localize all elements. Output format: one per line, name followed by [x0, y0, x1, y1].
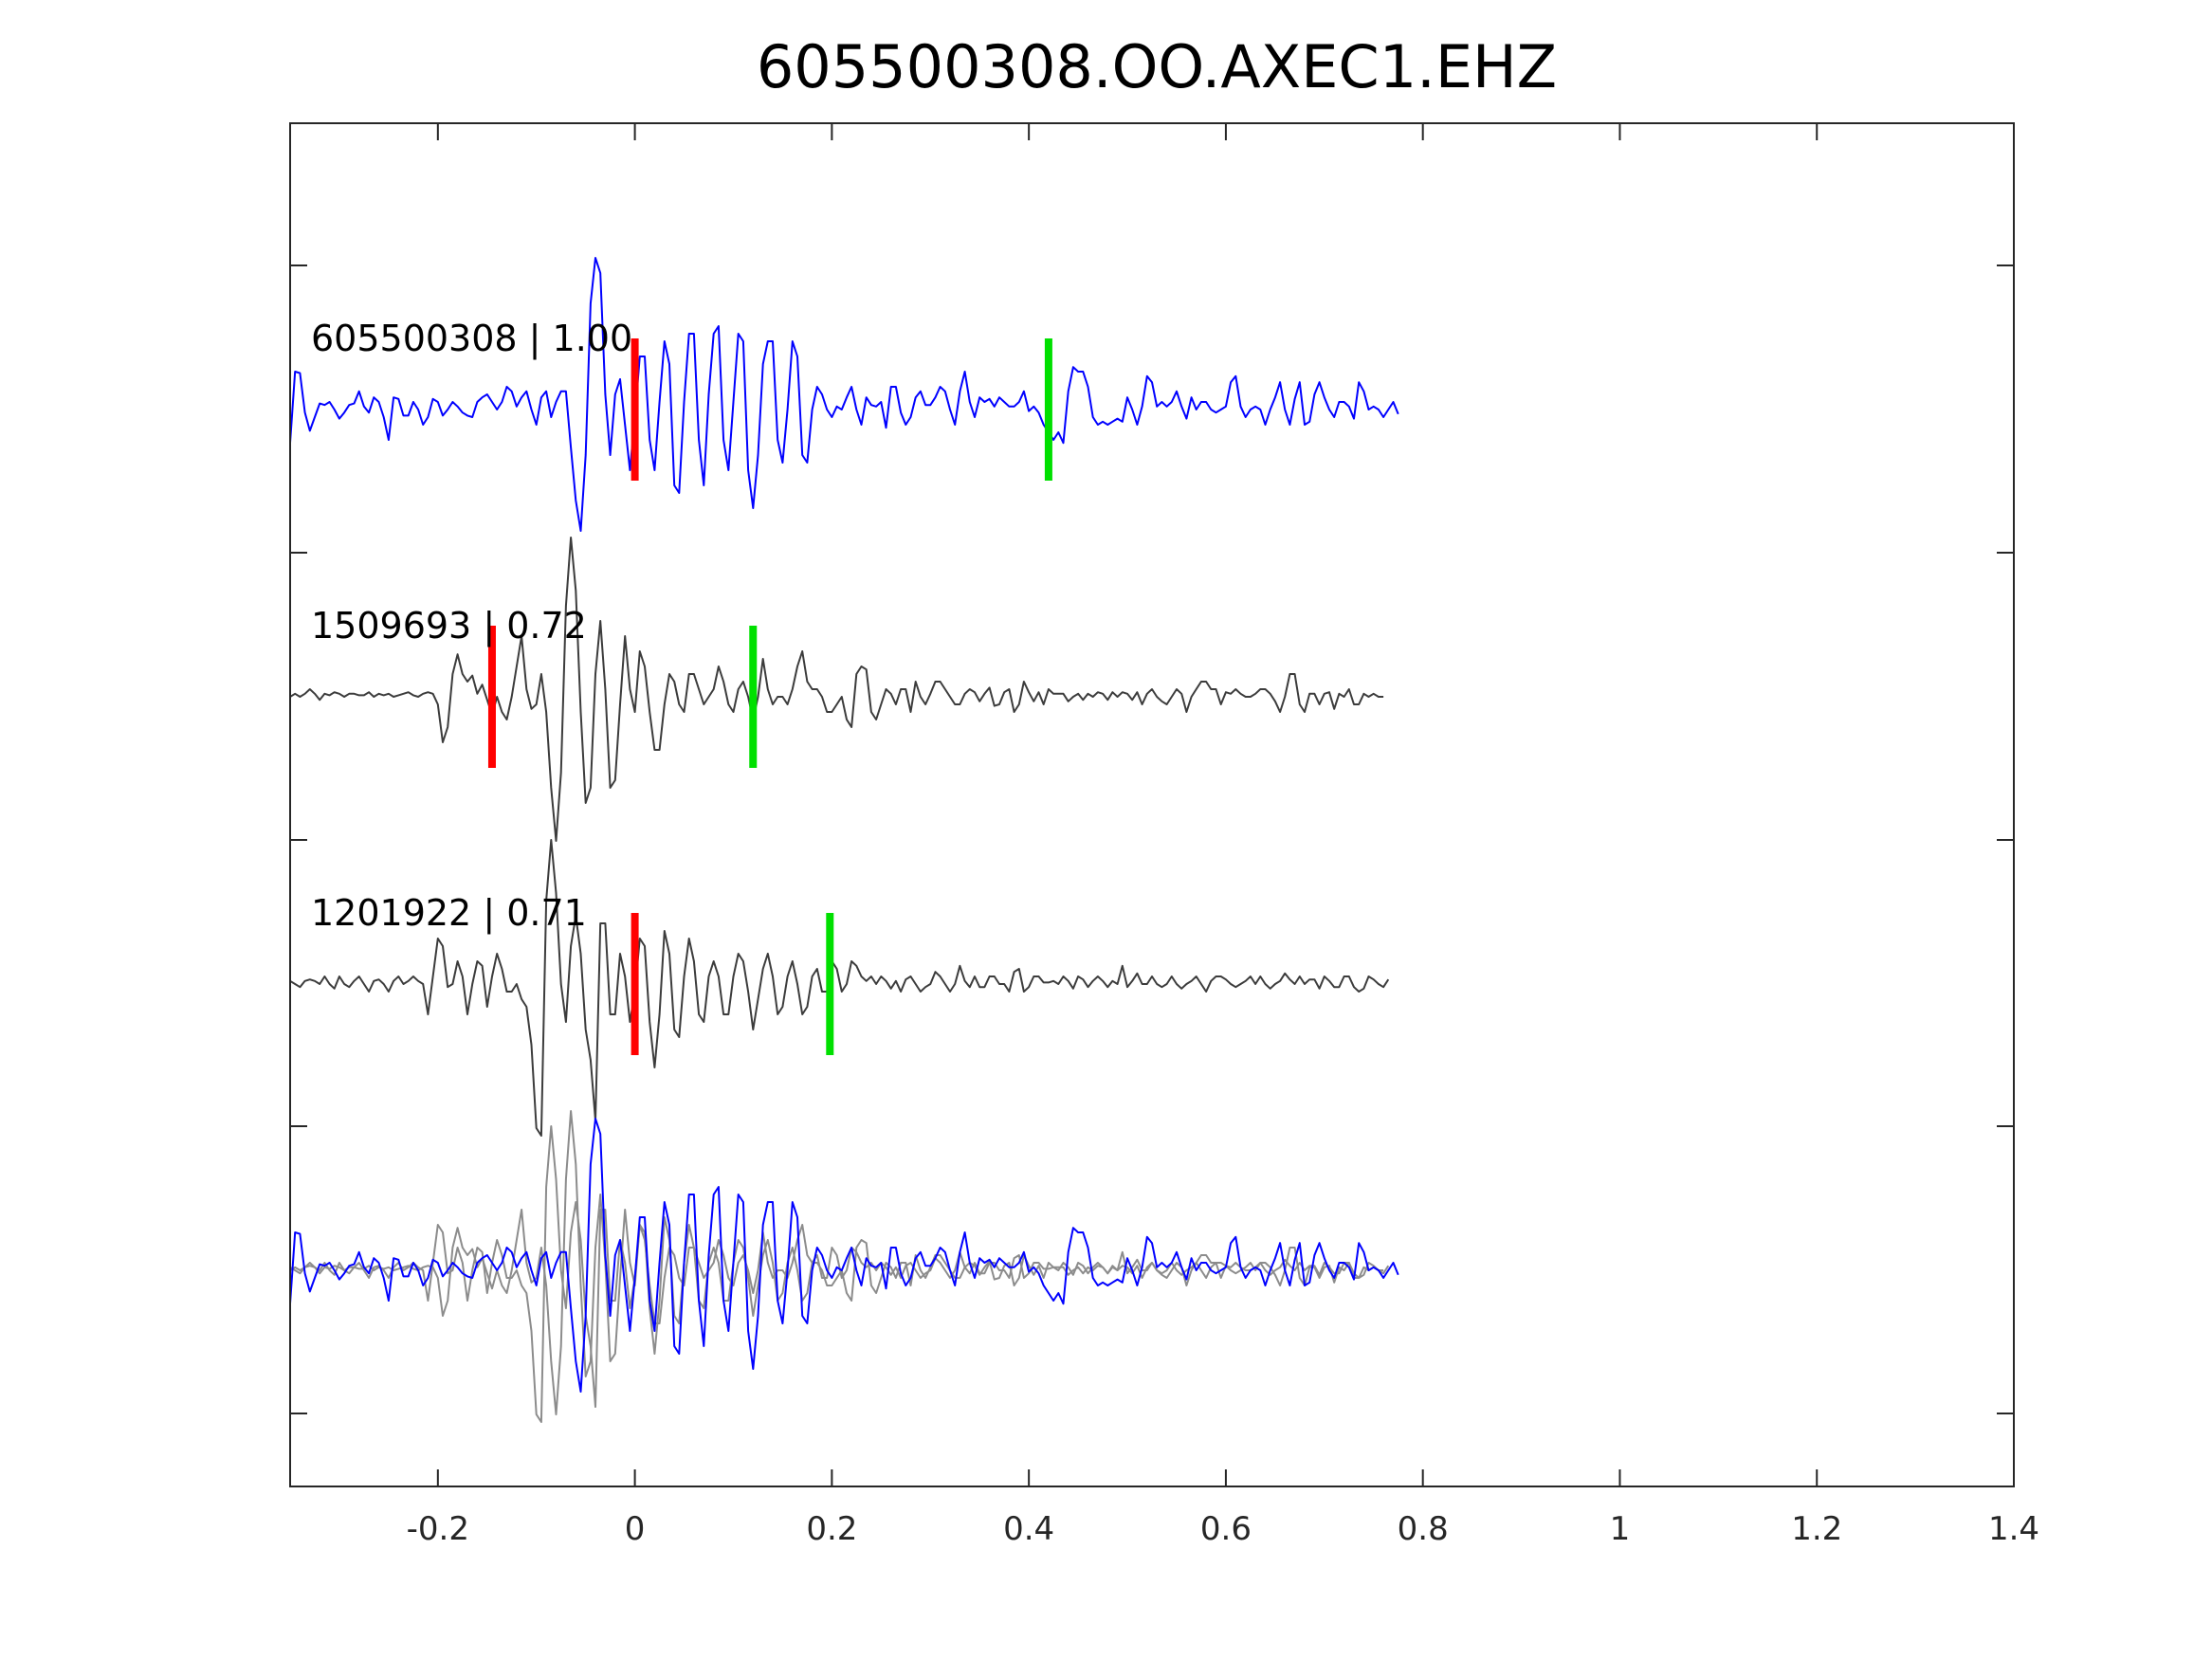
trace-label: 1509693 | 0.72 — [311, 605, 587, 647]
trace-1509693 — [289, 537, 1384, 842]
x-tick-label: 1 — [1610, 1510, 1631, 1548]
traces-layer — [289, 257, 1399, 1423]
trace-label: 605500308 | 1.00 — [311, 318, 632, 360]
trace-1201922 — [289, 839, 1390, 1137]
axes-background — [290, 123, 2014, 1486]
axes-frame — [289, 122, 2015, 1487]
x-tick-label: 0.6 — [1200, 1510, 1252, 1548]
axis-ticks-layer: -0.2 0 0.2 0.4 0.6 0.8 1 1.2 1.4 — [290, 123, 2039, 1548]
trace-label: 1201922 | 0.71 — [311, 892, 587, 935]
x-tick-label: -0.2 — [407, 1510, 469, 1548]
trace-labels-layer: 605500308 | 1.00 1509693 | 0.72 1201922 | … — [311, 318, 632, 935]
chart-title: 605500308.OO.AXEC1.EHZ — [757, 32, 1557, 101]
x-tick-label: 1.4 — [1988, 1510, 2039, 1548]
x-tick-label: 1.2 — [1791, 1510, 1842, 1548]
overlay-trace-template — [289, 1118, 1399, 1393]
phase-picks-layer — [487, 338, 1052, 1055]
overlay-trace-match_1201922 — [289, 1125, 1390, 1423]
x-tick-label: 0.2 — [806, 1510, 857, 1548]
overlay-trace-match_1509693 — [289, 1110, 1384, 1415]
x-tick-label: 0.4 — [1003, 1510, 1054, 1548]
trace-605500308 — [289, 257, 1399, 532]
x-tick-label: 0 — [625, 1510, 646, 1548]
x-tick-label: 0.8 — [1398, 1510, 1449, 1548]
